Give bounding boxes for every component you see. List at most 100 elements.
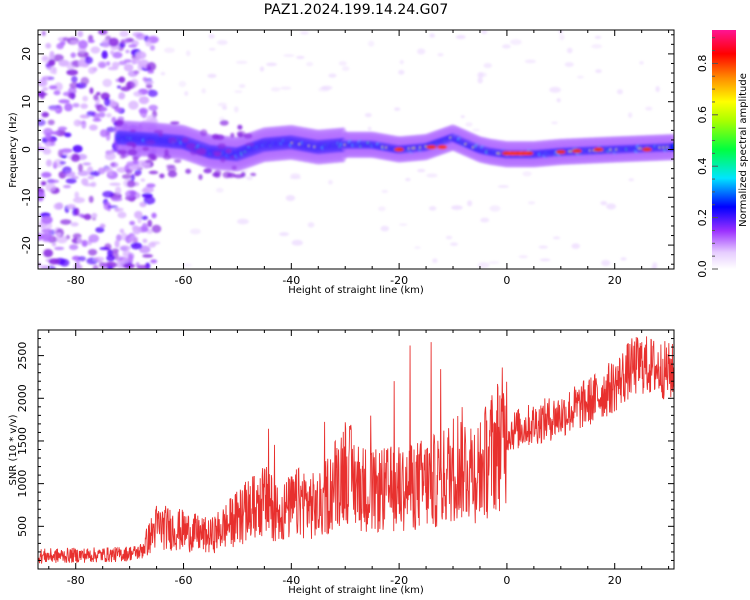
spectrogram-blob [38,91,43,97]
spectrogram-blob [593,147,604,152]
spectrogram-blob [451,205,463,210]
spectrogram-blob [78,213,85,218]
y-tick-label: 20 [20,47,33,61]
spectrogram-blob [114,119,125,126]
spectrogram-blob [141,222,148,232]
spectrogram-blob [645,106,653,111]
spectrogram-blob [601,259,611,267]
spectrogram-blob [144,80,154,85]
spectrogram-blob [62,37,70,41]
spectrogram-blob [230,155,236,160]
spectrogram-blob [64,132,72,138]
spectrogram-blob [54,246,65,251]
spectrogram-blob [163,47,175,54]
spectrogram-blob [82,162,92,166]
spectrogram-blob [118,92,126,100]
spectrogram-blob [42,148,52,155]
spectrogram-blob [203,168,212,174]
spectrogram-blob [132,226,141,235]
spectrogram-blob [71,175,79,180]
spectrogram-blob [233,174,244,179]
spectrogram-blob [63,170,76,178]
spectrogram-blob [88,234,100,243]
spectrogram-blob [140,178,146,182]
spectrogram-blob [416,48,426,55]
spectrogram-blob [147,154,158,162]
spectrogram-blob [98,111,106,118]
spectrogram-blob [81,120,87,129]
spectrogram-blob [83,213,92,221]
spectrogram-blob [95,227,105,233]
spectrogram-blob [185,168,192,174]
spectrogram-blob [150,259,158,264]
spectrogram-blob [437,53,444,57]
spectrogram-blob [318,87,330,92]
spectrogram-blob [259,66,265,72]
spectrogram-blob [51,242,57,247]
spectrogram-x-ticks: -80 -60 -40 -20 0 20 [48,30,670,287]
spectrogram-blob [82,95,89,102]
spectrogram-blob [71,76,78,83]
colorbar-tick-label: 0.8 [696,55,709,72]
spectrogram-blob [132,156,139,161]
colorbar: 0.0 0.2 0.4 0.6 0.8 Normalized spectral ampl… [696,30,749,278]
x-tick-label: 0 [503,574,510,587]
spectrogram-blob [84,56,93,65]
spectrogram-blob [307,222,315,228]
spectrogram-blob [108,171,114,176]
spectrogram-blob [102,78,112,88]
spectrogram-blob [394,107,401,111]
spectrogram-blob [178,80,187,88]
spectrogram-blob [600,201,608,206]
snr-frame [37,329,675,570]
spectrogram-blob [40,181,47,186]
spectrogram-blob [142,76,148,82]
spectrogram-blob [243,133,253,139]
spectrogram-blob [200,129,208,137]
spectrogram-blob [158,132,164,137]
spectrogram-blob [551,121,558,125]
spectrogram-blob [135,51,147,60]
spectrogram-blob [49,50,55,60]
spectrogram-blob [108,100,118,108]
spectrogram-blob [280,86,292,90]
spectrogram-blob [78,163,83,172]
spectrogram-blob [130,242,143,250]
spectrogram-blob [139,201,147,208]
spectrogram-blob [250,172,257,177]
spectrogram-blob [539,258,551,262]
spectrogram-blob [571,243,581,249]
spectrogram-blob [133,91,143,97]
spectrogram-blob [245,142,255,147]
spectrogram-blob [428,206,437,211]
spectrogram-blob [38,119,46,126]
x-tick-label: 0 [503,274,510,287]
spectrogram-blob [237,124,243,130]
colorbar-ticks: 0.0 0.2 0.4 0.6 0.8 [696,37,718,278]
spectrogram-blob [40,265,50,269]
spectrogram-blob [207,73,217,79]
snr-ylabel: SNR (10 * v/v) [8,414,19,485]
spectrogram-blob [56,43,64,50]
spectrogram-blob [38,196,44,202]
spectrogram-blob [53,90,61,96]
spectrogram-blob [141,193,153,198]
spectrogram-blob [99,106,108,112]
spectrogram-xlabel: Height of straight line (km) [288,285,424,296]
spectrogram-blob [213,152,222,157]
spectrogram-blob [127,149,138,156]
spectrogram-blob [121,174,132,180]
spectrogram-blob [50,131,60,135]
spectrogram-blob [117,149,128,155]
spectrogram-blob [338,61,347,66]
spectrogram-blob [118,60,127,66]
x-tick-label: -80 [67,274,85,287]
spectrogram-blob [137,217,142,224]
spectrogram-blob [60,148,73,153]
x-tick-label: -20 [390,274,408,287]
spectrogram-blob [477,262,490,269]
spectrogram-blob [417,168,426,173]
spectrogram-blob [467,200,473,207]
spectrogram-blob [42,238,53,242]
spectrogram-blob [59,160,67,165]
